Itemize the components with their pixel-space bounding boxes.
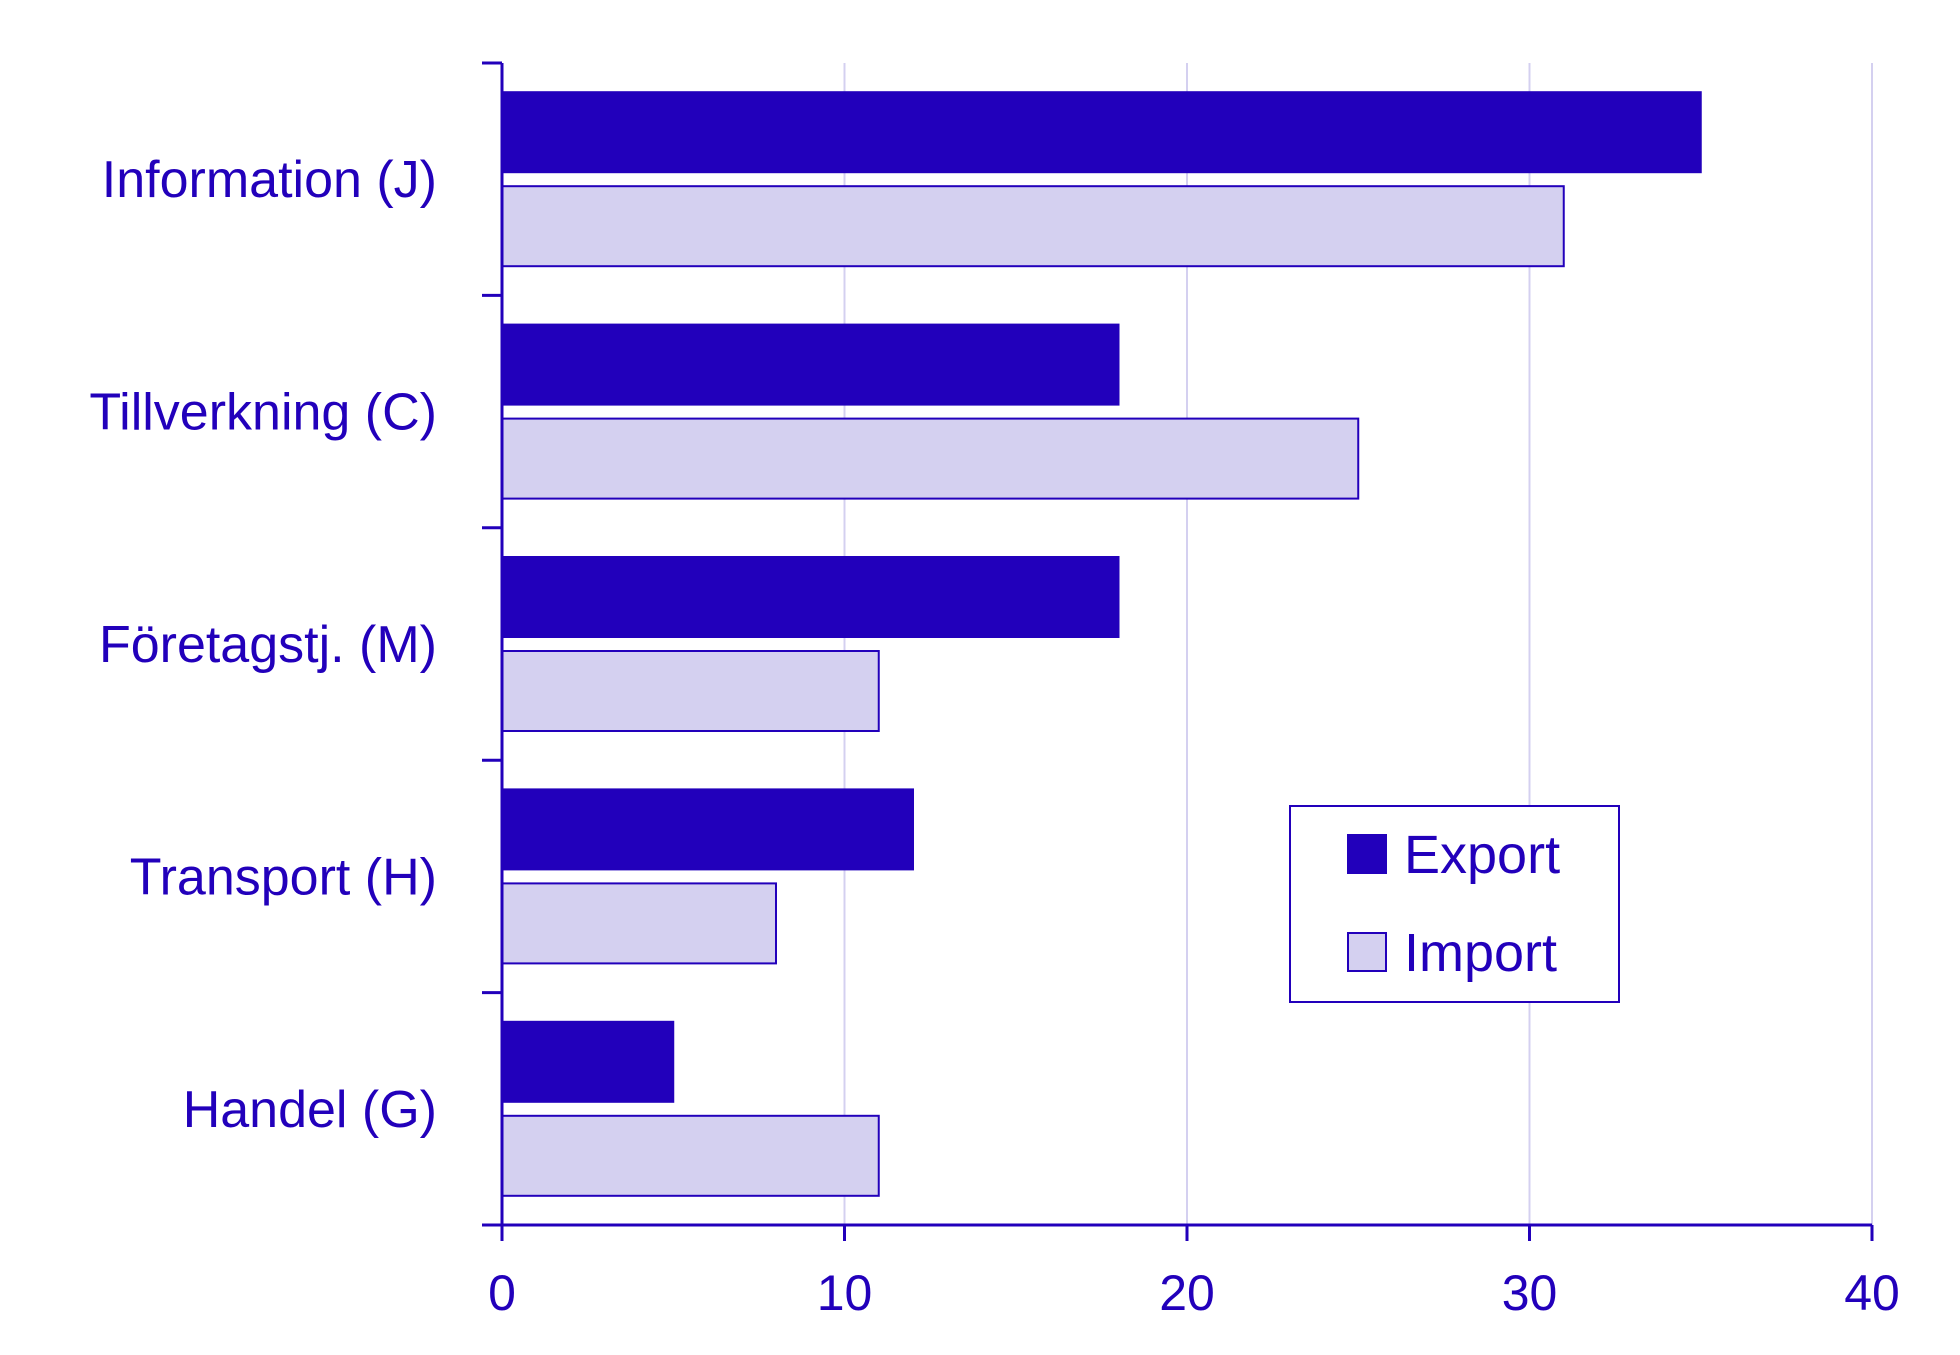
bar-export-3 bbox=[501, 788, 914, 871]
legend-label-import: Import bbox=[1404, 923, 1557, 983]
bar-import-3 bbox=[501, 882, 777, 965]
bar-import-1 bbox=[501, 417, 1360, 500]
bar-export-1 bbox=[501, 323, 1120, 406]
legend-swatch-export bbox=[1347, 834, 1387, 874]
y-axis-categories: Information (J) Tillverkning (C) Företagst… bbox=[89, 151, 437, 1139]
category-label: Information (J) bbox=[102, 151, 437, 209]
bar-import-0 bbox=[501, 185, 1565, 268]
bar-import-4 bbox=[501, 1114, 880, 1197]
category-label: Tillverkning (C) bbox=[89, 384, 437, 442]
bar-export-0 bbox=[501, 91, 1702, 174]
legend: Export Import bbox=[1289, 805, 1620, 1003]
x-tick-label: 10 bbox=[817, 1265, 873, 1321]
category-label: Transport (H) bbox=[130, 848, 437, 906]
legend-swatch-import bbox=[1347, 932, 1387, 972]
legend-label-export: Export bbox=[1404, 825, 1560, 885]
bar-import-2 bbox=[501, 650, 880, 732]
bar-export-4 bbox=[501, 1020, 675, 1103]
category-label: Företagstj. (M) bbox=[99, 616, 437, 674]
x-tick-label: 20 bbox=[1159, 1265, 1215, 1321]
axes bbox=[482, 61, 1872, 1227]
x-axis-ticks: 0 10 20 30 40 bbox=[488, 1225, 1900, 1321]
x-tick-label: 40 bbox=[1844, 1265, 1900, 1321]
x-tick-label: 0 bbox=[488, 1265, 516, 1321]
category-label: Handel (G) bbox=[183, 1081, 437, 1139]
x-tick-label: 30 bbox=[1502, 1265, 1558, 1321]
legend-box bbox=[1289, 805, 1620, 1003]
bars bbox=[501, 91, 1702, 1197]
bar-export-2 bbox=[501, 556, 1120, 638]
